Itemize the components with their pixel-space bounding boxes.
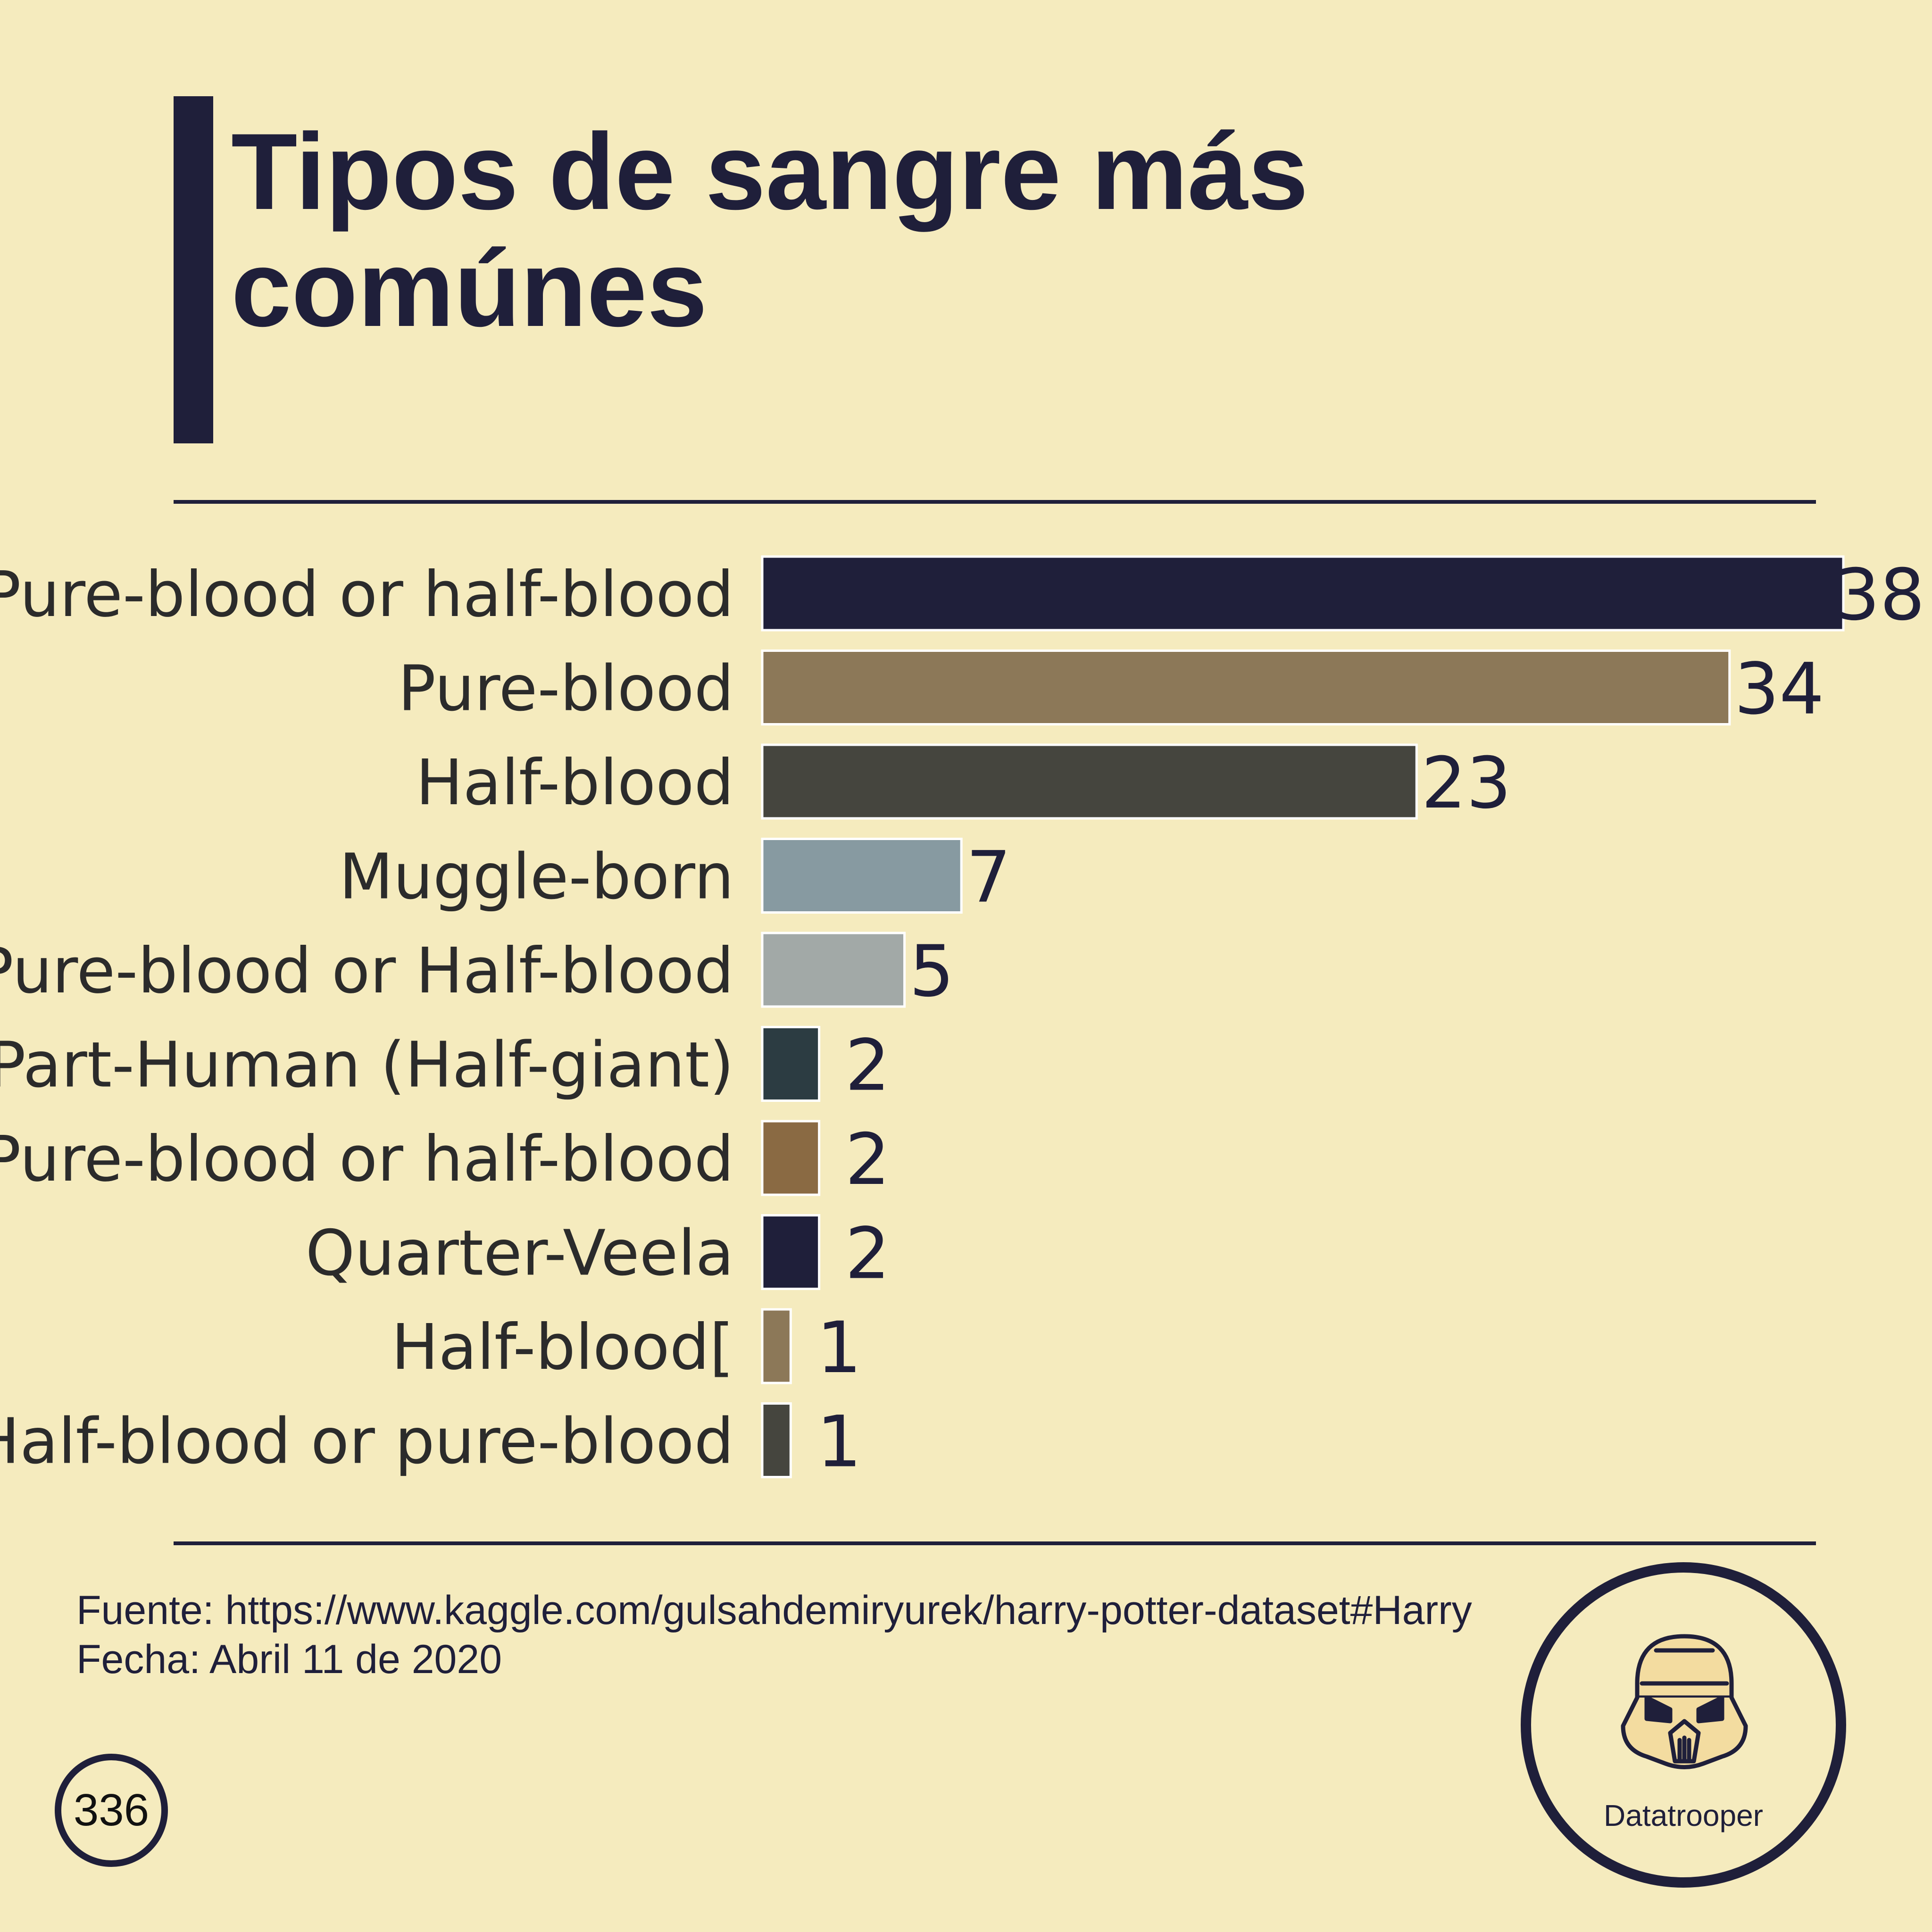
source-notes: Fuente: https://www.kaggle.com/gulsahdem… <box>76 1586 1472 1684</box>
value-label-9: 1 <box>816 1401 861 1483</box>
value-label-0: 38 <box>1835 554 1925 636</box>
value-label-2: 23 <box>1421 742 1511 824</box>
title-accent-bar <box>174 96 213 443</box>
brand-logo: Datatrooper <box>1521 1562 1846 1888</box>
category-label-5: Part-Human (Half-giant) <box>0 1029 734 1102</box>
category-label-8: Half-blood[ <box>391 1311 734 1384</box>
bottom-divider <box>174 1541 1816 1545</box>
value-label-4: 5 <box>909 931 954 1013</box>
bar-0 <box>761 555 1845 632</box>
value-label-1: 34 <box>1734 649 1824 731</box>
bar-2 <box>761 743 1418 820</box>
date-text: Fecha: Abril 11 de 2020 <box>76 1637 502 1682</box>
value-label-6: 2 <box>845 1119 890 1201</box>
category-label-6: Pure-blood or half-blood <box>0 1123 734 1196</box>
value-label-5: 2 <box>845 1025 890 1107</box>
category-label-2: Half-blood <box>416 747 734 819</box>
value-label-3: 7 <box>966 837 1011 919</box>
page-number-badge: 336 <box>55 1754 168 1867</box>
stormtrooper-helmet-icon <box>1621 1634 1748 1769</box>
bar-6 <box>761 1120 821 1196</box>
category-label-3: Muggle-born <box>339 841 734 914</box>
bar-9 <box>761 1402 792 1478</box>
category-label-0: Pure-blood or half-blood <box>0 558 734 631</box>
value-label-8: 1 <box>816 1307 861 1389</box>
brand-name: Datatrooper <box>1604 1799 1763 1832</box>
top-divider <box>174 500 1816 504</box>
bar-1 <box>761 650 1731 725</box>
category-labels: Pure-blood or half-blood Pure-blood Half-b… <box>0 558 734 1478</box>
bars-layer <box>761 555 1845 1478</box>
chart-title: Tipos de sangre más comúnes <box>231 111 1308 349</box>
value-label-7: 2 <box>845 1213 890 1295</box>
bar-5 <box>761 1026 821 1102</box>
bar-4 <box>761 932 906 1008</box>
category-label-4: Pure-blood or Half-blood <box>0 935 734 1008</box>
category-label-9: Half-blood or pure-blood <box>0 1406 734 1478</box>
bar-8 <box>761 1308 792 1384</box>
bar-7 <box>761 1214 821 1290</box>
source-text: Fuente: https://www.kaggle.com/gulsahdem… <box>76 1588 1472 1633</box>
category-label-7: Quarter-Veela <box>306 1217 734 1290</box>
category-label-1: Pure-blood <box>398 653 734 725</box>
bar-3 <box>761 838 963 914</box>
